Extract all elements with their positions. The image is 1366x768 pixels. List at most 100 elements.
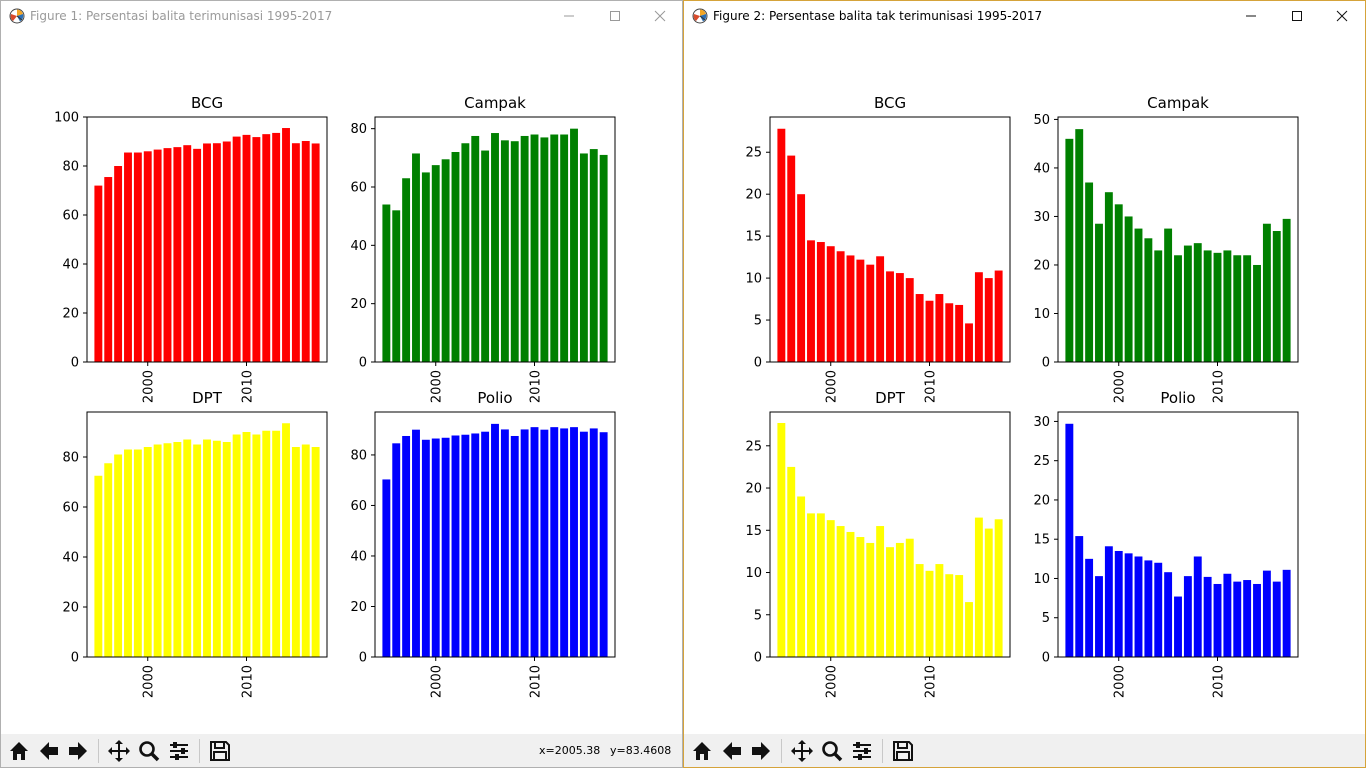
maximize-button[interactable] — [592, 1, 638, 31]
bar — [153, 149, 162, 362]
x-tick-label: 2010 — [241, 665, 256, 698]
y-tick-label: 50 — [1033, 113, 1050, 128]
pan-button[interactable] — [788, 737, 816, 765]
bar — [540, 429, 549, 657]
bar — [471, 433, 480, 657]
y-tick-label: 0 — [1042, 651, 1050, 666]
pan-button[interactable] — [105, 737, 133, 765]
bar — [520, 429, 529, 657]
minimize-icon — [564, 15, 574, 17]
bar — [856, 537, 865, 657]
bar — [925, 300, 934, 362]
plot-canvas[interactable]: BCG 0 5 10 15 20 25 2000 2010 Campak 0 10 20 30 40 50 20… — [684, 31, 1365, 733]
cursor-x-readout: x=2005.38 — [539, 744, 601, 757]
x-tick-label: 2010 — [1212, 370, 1227, 403]
forward-button[interactable] — [747, 737, 775, 765]
y-tick-label: 40 — [350, 239, 367, 254]
subplot-title: Campak — [1147, 94, 1209, 112]
minimize-icon — [1246, 15, 1256, 17]
subplot-title: DPT — [875, 389, 906, 407]
home-button[interactable] — [688, 737, 716, 765]
title-bar[interactable]: Figure 1: Persentasi balita terimunisasi… — [1, 1, 682, 31]
y-tick-label: 30 — [1033, 210, 1050, 225]
bar — [579, 153, 588, 362]
maximize-icon — [1292, 11, 1302, 21]
bar — [816, 242, 825, 362]
configure-subplots-button[interactable] — [848, 737, 876, 765]
bar — [311, 143, 320, 362]
bar — [935, 564, 944, 657]
forward-button[interactable] — [64, 737, 92, 765]
save-button[interactable] — [206, 737, 234, 765]
bar — [1203, 250, 1212, 362]
x-tick-label: 2000 — [142, 370, 157, 403]
x-tick-label: 2010 — [529, 665, 544, 698]
plot-canvas[interactable]: BCG 0 20 40 60 80 100 2000 2010 Campak 0 20 40 60 80 20… — [1, 31, 682, 733]
figure-window-1: Figure 1: Persentasi balita terimunisasi… — [0, 0, 683, 768]
bar — [153, 444, 162, 657]
zoom-button[interactable] — [818, 737, 846, 765]
y-tick-label: 40 — [62, 551, 79, 566]
title-bar[interactable]: Figure 2: Persentase balita tak terimuni… — [684, 1, 1365, 31]
bar — [481, 431, 490, 657]
bar — [114, 166, 123, 362]
bar — [272, 132, 281, 362]
back-button[interactable] — [35, 737, 63, 765]
zoom-button[interactable] — [135, 737, 163, 765]
back-button[interactable] — [718, 737, 746, 765]
bar — [1124, 553, 1133, 657]
bar — [94, 185, 103, 362]
bar — [1243, 580, 1252, 657]
y-tick-label: 40 — [62, 258, 79, 273]
bar — [1233, 581, 1242, 657]
minimize-button[interactable] — [546, 1, 592, 31]
bar — [589, 428, 598, 657]
home-button[interactable] — [5, 737, 33, 765]
x-tick-label: 2010 — [241, 370, 256, 403]
bar — [1104, 546, 1113, 657]
axes-frame — [769, 411, 1011, 658]
zoom-icon — [822, 741, 843, 762]
bar — [826, 246, 835, 362]
matplotlib-logo-icon — [692, 8, 708, 24]
minimize-button[interactable] — [1228, 1, 1274, 31]
y-tick-label: 5 — [1042, 611, 1050, 626]
subplot-title: BCG — [191, 94, 223, 112]
back-arrow-icon — [40, 742, 58, 760]
bar — [173, 442, 182, 657]
bar — [104, 463, 113, 657]
bar — [193, 444, 202, 657]
bar — [163, 443, 172, 657]
subplot-dpt: DPT 0 5 10 15 20 25 2000 2010 — [745, 389, 1011, 698]
bar — [856, 259, 865, 362]
bar — [311, 447, 320, 657]
bar — [905, 278, 914, 362]
x-tick-label: 2010 — [1212, 665, 1227, 698]
bar — [461, 143, 470, 362]
bar — [520, 135, 529, 362]
close-button[interactable] — [1319, 1, 1365, 31]
y-tick-label: 0 — [359, 356, 367, 371]
bar — [974, 517, 983, 657]
maximize-button[interactable] — [1274, 1, 1320, 31]
bar — [599, 154, 608, 362]
subplot-bcg: BCG 0 5 10 15 20 25 2000 2010 — [745, 94, 1011, 403]
bar — [183, 439, 192, 657]
bar — [104, 177, 113, 362]
bar — [1124, 216, 1133, 362]
close-button[interactable] — [637, 1, 682, 31]
y-tick-label: 20 — [62, 601, 79, 616]
bar — [550, 427, 559, 657]
bar — [965, 602, 973, 657]
bar — [1134, 228, 1143, 362]
y-tick-label: 80 — [350, 448, 367, 463]
bar — [1223, 250, 1232, 362]
y-tick-label: 100 — [54, 111, 79, 126]
bar — [1095, 576, 1103, 657]
configure-subplots-button[interactable] — [165, 737, 193, 765]
bar — [925, 570, 934, 657]
x-tick-label: 2000 — [142, 665, 157, 698]
save-button[interactable] — [889, 737, 917, 765]
